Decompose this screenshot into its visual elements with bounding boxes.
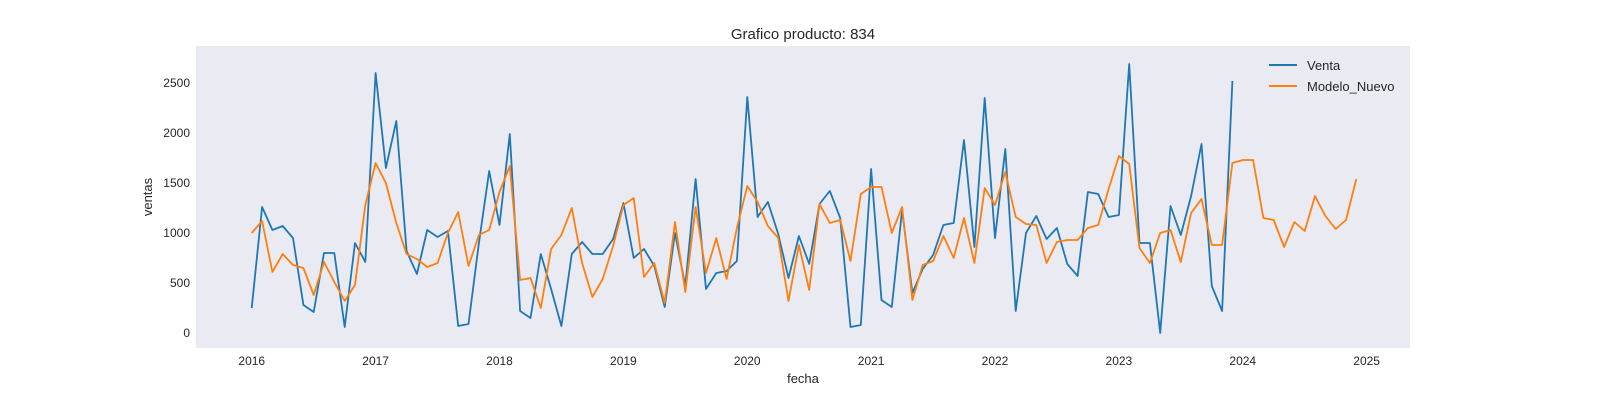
x-tick-label: 2017 [362, 354, 389, 368]
legend: Venta Modelo_Nuevo [1269, 58, 1394, 94]
chart-title: Grafico producto: 834 [731, 26, 875, 43]
series-layer [250, 63, 1358, 334]
legend-label: Modelo_Nuevo [1307, 79, 1394, 94]
x-tick-label: 2018 [486, 354, 513, 368]
x-axis-label: fecha [787, 371, 820, 386]
y-axis-label: ventas [140, 177, 155, 216]
y-tick-label: 1000 [163, 226, 190, 240]
series-line-modelo-nuevo [251, 155, 1358, 309]
x-tick-label: 2016 [238, 354, 265, 368]
y-tick-label: 500 [170, 276, 190, 290]
legend-label: Venta [1307, 58, 1341, 73]
plot-area [196, 46, 1410, 348]
series-line-venta [250, 63, 1234, 334]
x-tick-label: 2020 [734, 354, 761, 368]
y-tick-label: 0 [183, 326, 190, 340]
x-tick-label: 2023 [1106, 354, 1133, 368]
y-tick-label: 2000 [163, 126, 190, 140]
y-axis-ticks: 0 500 1000 1500 2000 2500 [163, 76, 190, 340]
x-tick-label: 2024 [1229, 354, 1256, 368]
x-axis-ticks: 2016 2017 2018 2019 2020 2021 2022 2023 2024 2025 [238, 354, 1380, 368]
y-tick-label: 2500 [163, 76, 190, 90]
x-tick-label: 2021 [858, 354, 885, 368]
x-tick-label: 2025 [1353, 354, 1380, 368]
y-tick-label: 1500 [163, 176, 190, 190]
x-tick-label: 2022 [982, 354, 1009, 368]
x-tick-label: 2019 [610, 354, 637, 368]
